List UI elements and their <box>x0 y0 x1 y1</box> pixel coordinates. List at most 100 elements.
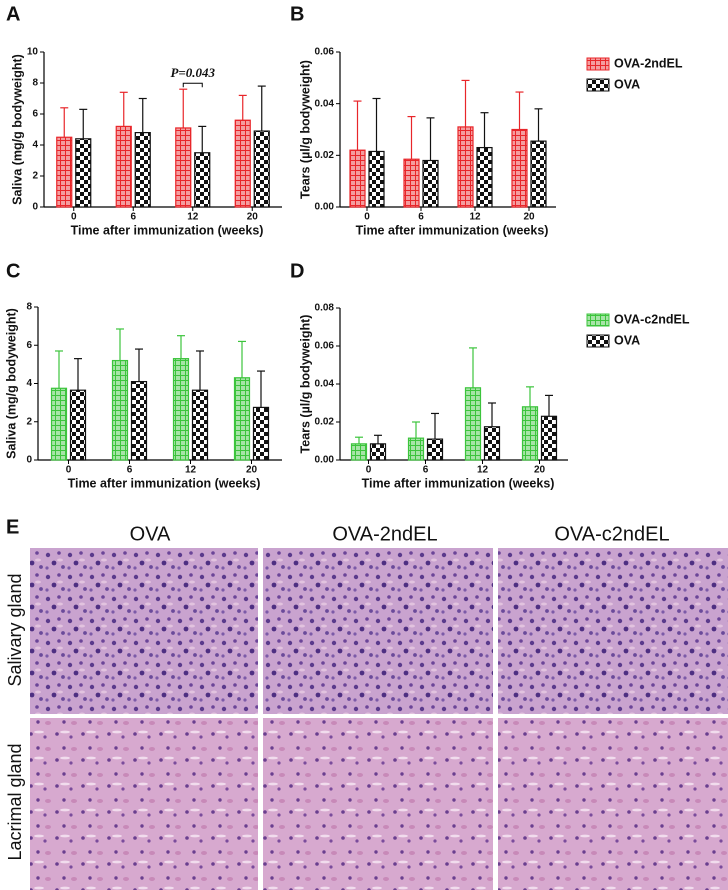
y-tick-label: 0.06 <box>315 341 335 352</box>
x-tick-label: 12 <box>477 465 489 476</box>
legend-swatch <box>586 78 610 92</box>
annotation: P=0.043 <box>170 65 215 80</box>
legend-swatch <box>586 57 610 71</box>
x-tick-label: 6 <box>130 212 136 223</box>
bar <box>521 406 539 461</box>
significance-bracket <box>182 82 203 88</box>
x-tick-label: 6 <box>127 465 133 476</box>
bar <box>530 140 547 208</box>
column-header: OVA-c2ndEL <box>554 523 669 545</box>
legend-label: OVA-2ndEL <box>614 56 683 70</box>
bar <box>175 127 192 208</box>
bar <box>111 359 129 461</box>
x-tick-label: 0 <box>66 465 72 476</box>
x-tick-label: 12 <box>185 465 197 476</box>
x-tick-label: 20 <box>534 465 546 476</box>
histology-image <box>30 548 258 714</box>
bar <box>234 119 251 208</box>
legend-swatch <box>586 334 610 348</box>
bar <box>403 158 420 208</box>
bar <box>483 426 501 461</box>
bar <box>50 387 68 461</box>
y-tick-label: 0.02 <box>315 150 335 161</box>
bar <box>75 138 92 208</box>
legend-label: OVA-c2ndEL <box>614 312 690 326</box>
x-tick-label: 0 <box>366 465 372 476</box>
bar <box>426 438 444 461</box>
panel-label: A <box>6 3 20 25</box>
panel-label: C <box>6 260 20 282</box>
bar <box>464 387 482 461</box>
x-tick-label: 0 <box>71 212 77 223</box>
y-tick-label: 2 <box>32 171 38 182</box>
column-header: OVA-2ndEL <box>332 523 437 545</box>
x-axis-title: Time after immunization (weeks) <box>362 476 555 490</box>
y-axis-title: Saliva (mg/g bodyweight) <box>10 54 24 205</box>
panel-label: E <box>6 516 19 538</box>
y-tick-label: 4 <box>26 378 32 389</box>
legend-label: OVA <box>614 333 640 347</box>
panel-label: B <box>290 3 304 25</box>
x-tick-label: 20 <box>247 212 259 223</box>
row-header: Lacrimal gland <box>5 743 25 860</box>
y-tick-label: 10 <box>27 47 39 58</box>
bar <box>56 136 73 208</box>
histology-image <box>30 718 258 890</box>
bar <box>130 380 148 461</box>
legend-swatch <box>586 313 610 327</box>
y-tick-label: 0.00 <box>315 202 335 213</box>
y-axis-title: Tears (µl/g bodyweight) <box>298 315 312 454</box>
bar <box>194 152 211 208</box>
bar <box>368 150 385 208</box>
bar <box>422 159 439 208</box>
y-tick-label: 0.06 <box>315 47 335 58</box>
y-tick-label: 0.08 <box>315 303 335 314</box>
bar <box>350 443 368 461</box>
panel-e: E OVA OVA-2ndEL OVA-c2ndEL Salivary glan… <box>5 516 728 890</box>
x-tick-label: 6 <box>423 465 429 476</box>
bar <box>511 128 528 208</box>
y-tick-label: 6 <box>32 109 38 120</box>
x-tick-label: 12 <box>187 212 199 223</box>
y-tick-label: 4 <box>32 140 38 151</box>
x-tick-label: 0 <box>364 212 370 223</box>
y-tick-label: 6 <box>26 340 32 351</box>
y-tick-label: 8 <box>32 78 38 89</box>
row-header: Salivary gland <box>5 573 25 686</box>
x-axis-title: Time after immunization (weeks) <box>71 223 264 237</box>
bar <box>349 149 366 208</box>
bar <box>407 437 425 461</box>
bar <box>69 389 87 461</box>
bar <box>134 132 151 208</box>
y-tick-label: 0.02 <box>315 417 335 428</box>
y-tick-label: 0.00 <box>315 455 335 466</box>
y-tick-label: 0 <box>32 202 38 213</box>
bar <box>457 126 474 208</box>
bar <box>233 377 251 461</box>
legend-label: OVA <box>614 77 640 91</box>
bar <box>172 358 190 461</box>
bar <box>115 125 132 208</box>
panel-label: D <box>290 260 304 282</box>
x-tick-label: 6 <box>418 212 424 223</box>
bar <box>191 389 209 461</box>
bar <box>252 406 270 461</box>
y-axis-title: Saliva (mg/g bodyweight) <box>4 308 18 459</box>
bar <box>540 415 558 461</box>
x-tick-label: 20 <box>246 465 258 476</box>
x-axis-title: Time after immunization (weeks) <box>356 223 549 237</box>
y-tick-label: 8 <box>26 302 32 313</box>
bar <box>476 146 493 208</box>
y-tick-label: 0.04 <box>315 98 335 109</box>
y-axis-title: Tears (µl/g bodyweight) <box>298 60 312 199</box>
y-tick-label: 0.04 <box>315 379 335 390</box>
column-header: OVA <box>130 523 171 545</box>
histology-image <box>263 718 493 890</box>
bar <box>253 130 270 208</box>
x-tick-label: 20 <box>523 212 535 223</box>
x-axis-title: Time after immunization (weeks) <box>68 476 261 490</box>
histology-image <box>498 718 728 890</box>
x-tick-label: 12 <box>469 212 481 223</box>
histology-image <box>498 548 728 714</box>
